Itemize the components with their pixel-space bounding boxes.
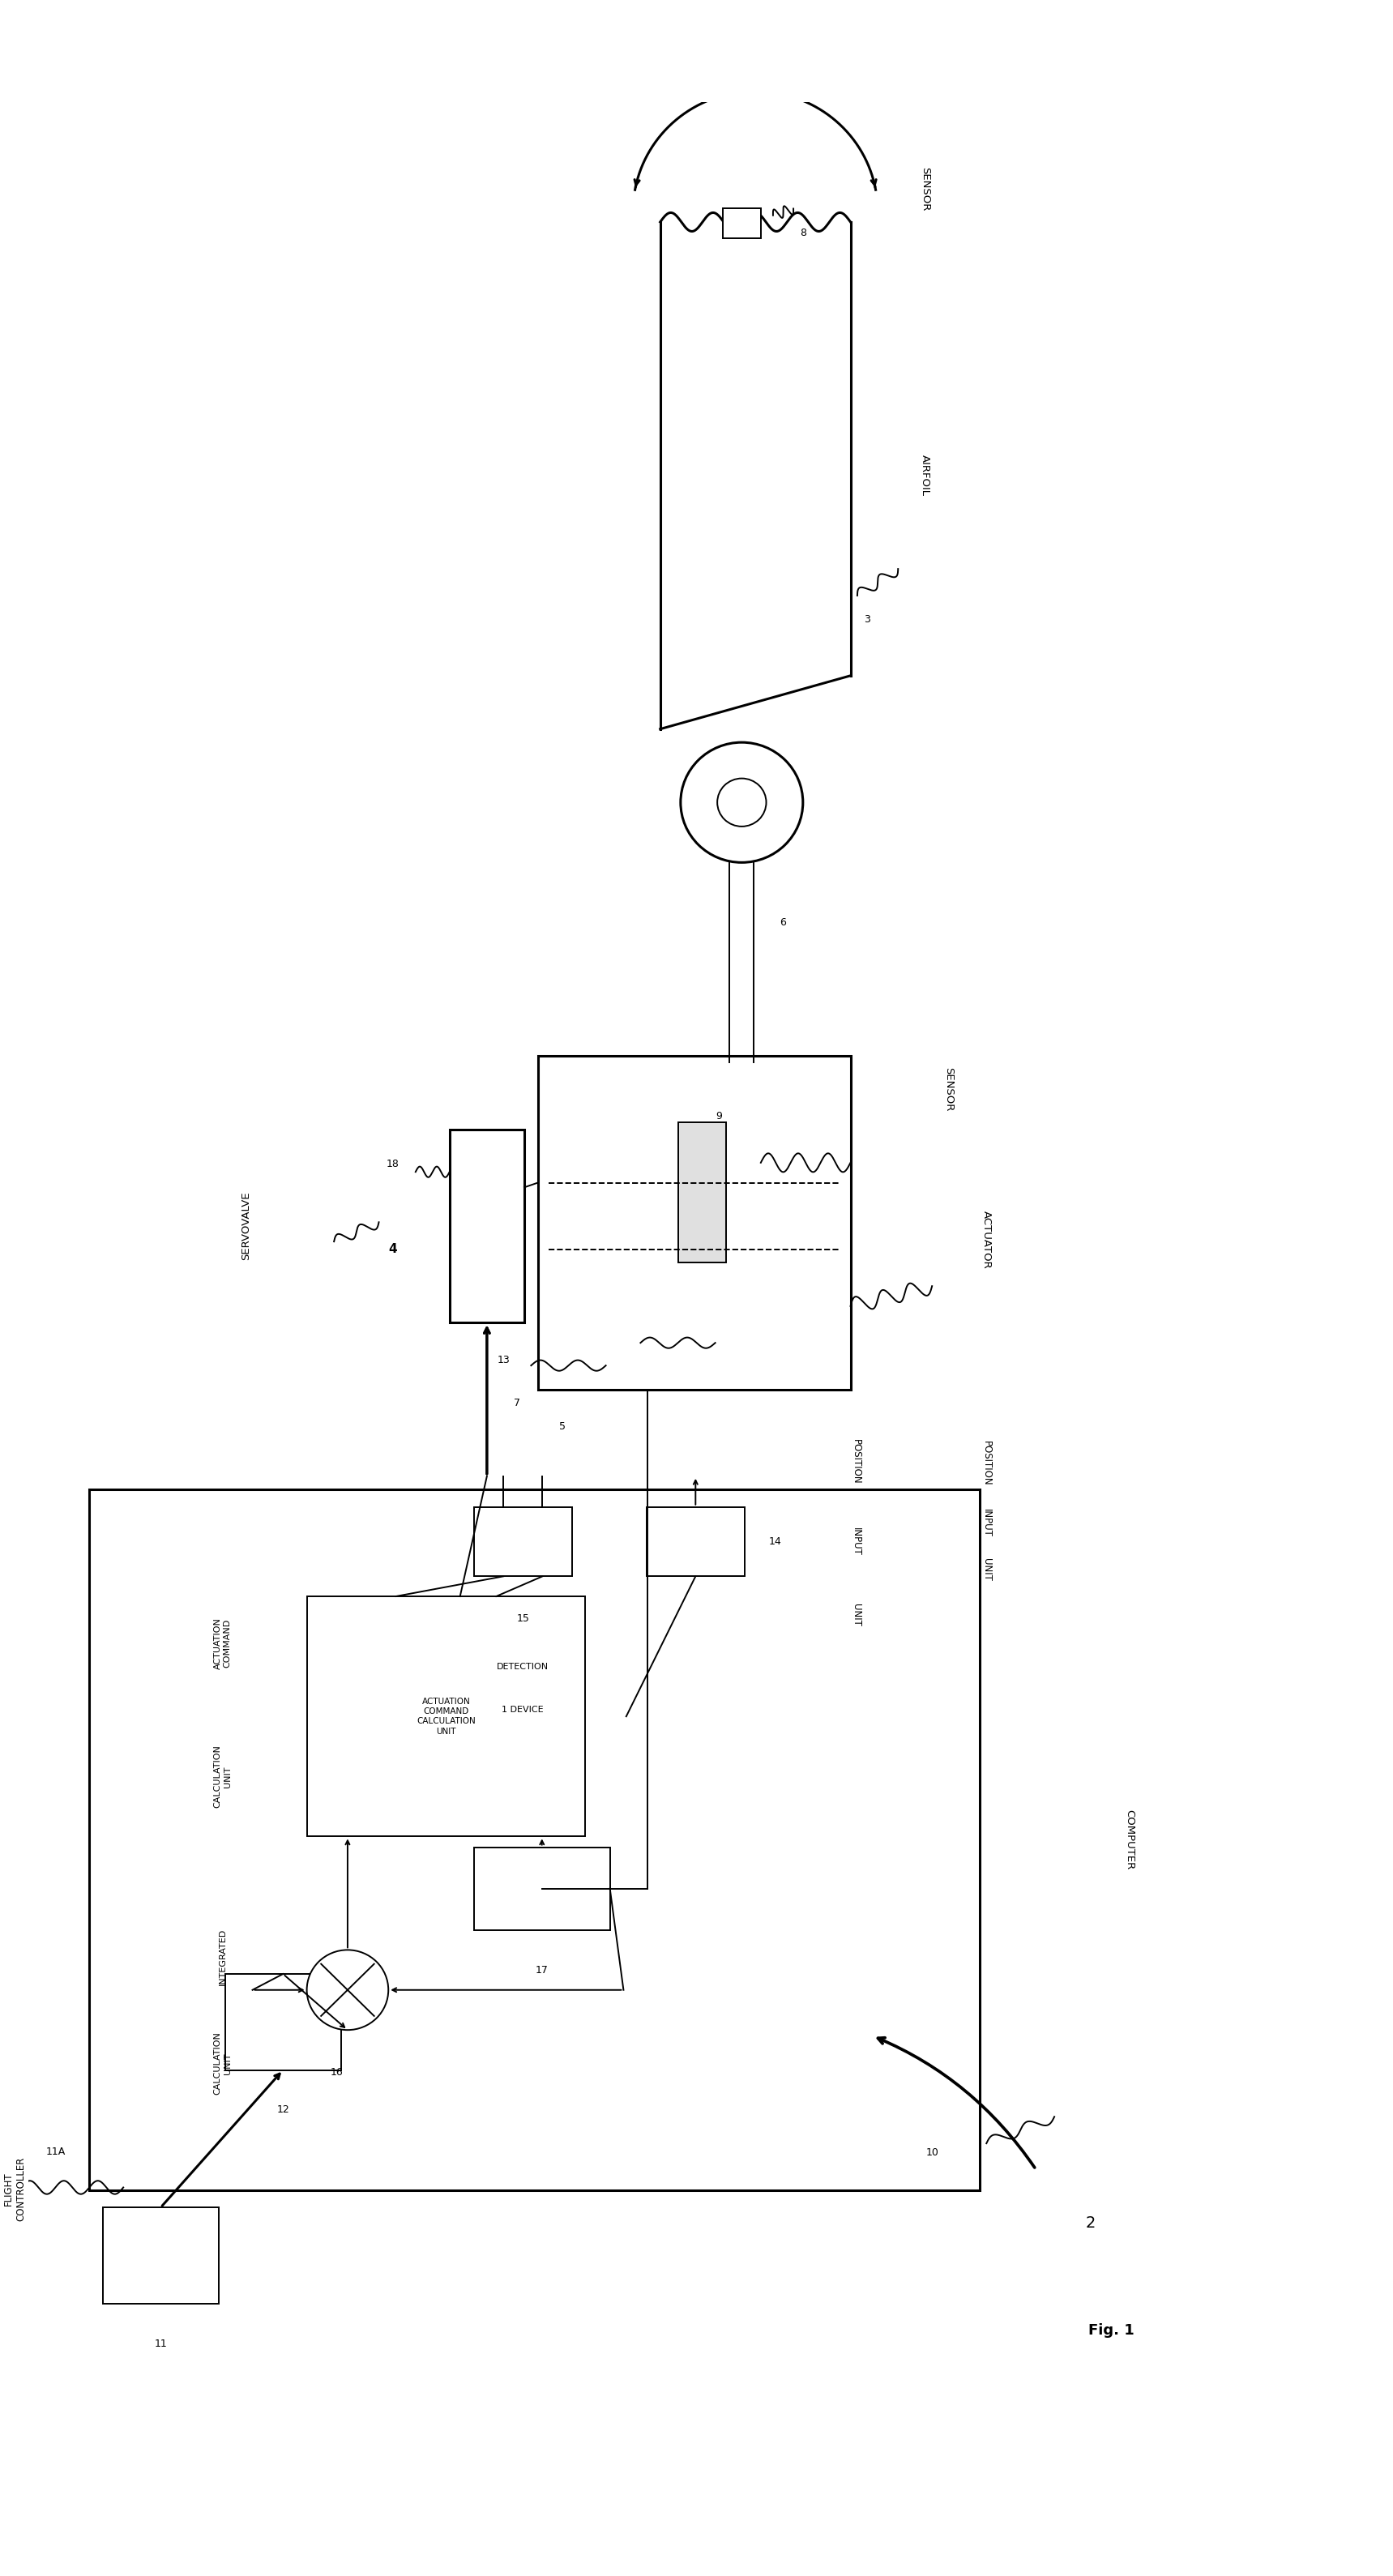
Bar: [646, 1507, 744, 1577]
Text: 12: 12: [277, 2105, 290, 2115]
Text: UNIT: UNIT: [851, 1605, 861, 1625]
Text: 5: 5: [559, 1422, 566, 1432]
Circle shape: [681, 742, 802, 863]
Text: 16: 16: [330, 2069, 343, 2079]
Bar: [450, 1128, 524, 1324]
Text: CALCULATION
UNIT: CALCULATION UNIT: [213, 1744, 231, 1808]
Text: Fig. 1: Fig. 1: [1088, 2324, 1134, 2336]
Text: 7: 7: [514, 1399, 520, 1409]
Bar: [474, 1507, 573, 1577]
Text: POSITION: POSITION: [981, 1440, 992, 1486]
Text: 11A: 11A: [46, 2146, 65, 2156]
Text: 13: 13: [497, 1355, 510, 1365]
Text: INTEGRATED: INTEGRATED: [219, 1927, 227, 1986]
Text: 6: 6: [779, 917, 786, 927]
Text: SENSOR: SENSOR: [943, 1066, 954, 1110]
Bar: [678, 1123, 726, 1262]
Text: POSITION: POSITION: [851, 1440, 861, 1484]
Text: 15: 15: [517, 1613, 529, 1625]
Text: UNIT: UNIT: [981, 1558, 992, 1582]
Bar: [226, 1973, 341, 2071]
Text: ACTUATION
COMMAND
CALCULATION
UNIT: ACTUATION COMMAND CALCULATION UNIT: [417, 1698, 475, 1736]
Text: 10: 10: [925, 2148, 939, 2159]
Text: CALCULATION
UNIT: CALCULATION UNIT: [213, 2032, 231, 2094]
Circle shape: [717, 778, 766, 827]
Bar: [103, 2208, 219, 2303]
Bar: [538, 1056, 851, 1388]
Text: 9: 9: [716, 1110, 723, 1121]
Text: FLIGHT
CONTROLLER: FLIGHT CONTROLLER: [3, 2156, 26, 2221]
Text: 18: 18: [386, 1159, 398, 1170]
Text: 2: 2: [1085, 2215, 1095, 2231]
Text: COMPUTER: COMPUTER: [1124, 1811, 1134, 1870]
Bar: [89, 1489, 979, 2190]
Text: 3: 3: [864, 613, 871, 626]
Bar: [723, 209, 761, 237]
Text: INPUT: INPUT: [851, 1528, 861, 1556]
Text: 1 DEVICE: 1 DEVICE: [501, 1705, 543, 1713]
Text: DETECTION: DETECTION: [497, 1664, 549, 1672]
Circle shape: [306, 1950, 389, 2030]
Text: SENSOR: SENSOR: [919, 167, 931, 211]
Text: 17: 17: [535, 1965, 549, 1976]
Bar: [474, 1847, 610, 1929]
Text: INPUT: INPUT: [981, 1510, 992, 1538]
Text: 8: 8: [800, 227, 807, 237]
Text: AIRFOIL: AIRFOIL: [919, 456, 931, 497]
Text: 4: 4: [389, 1244, 397, 1255]
Text: ACTUATION
COMMAND: ACTUATION COMMAND: [213, 1618, 231, 1669]
Text: 14: 14: [769, 1535, 781, 1548]
Bar: [306, 1597, 585, 1837]
Text: ACTUATOR: ACTUATOR: [981, 1211, 992, 1267]
Text: 11: 11: [155, 2339, 167, 2349]
Text: SERVOVALVE: SERVOVALVE: [241, 1193, 251, 1260]
